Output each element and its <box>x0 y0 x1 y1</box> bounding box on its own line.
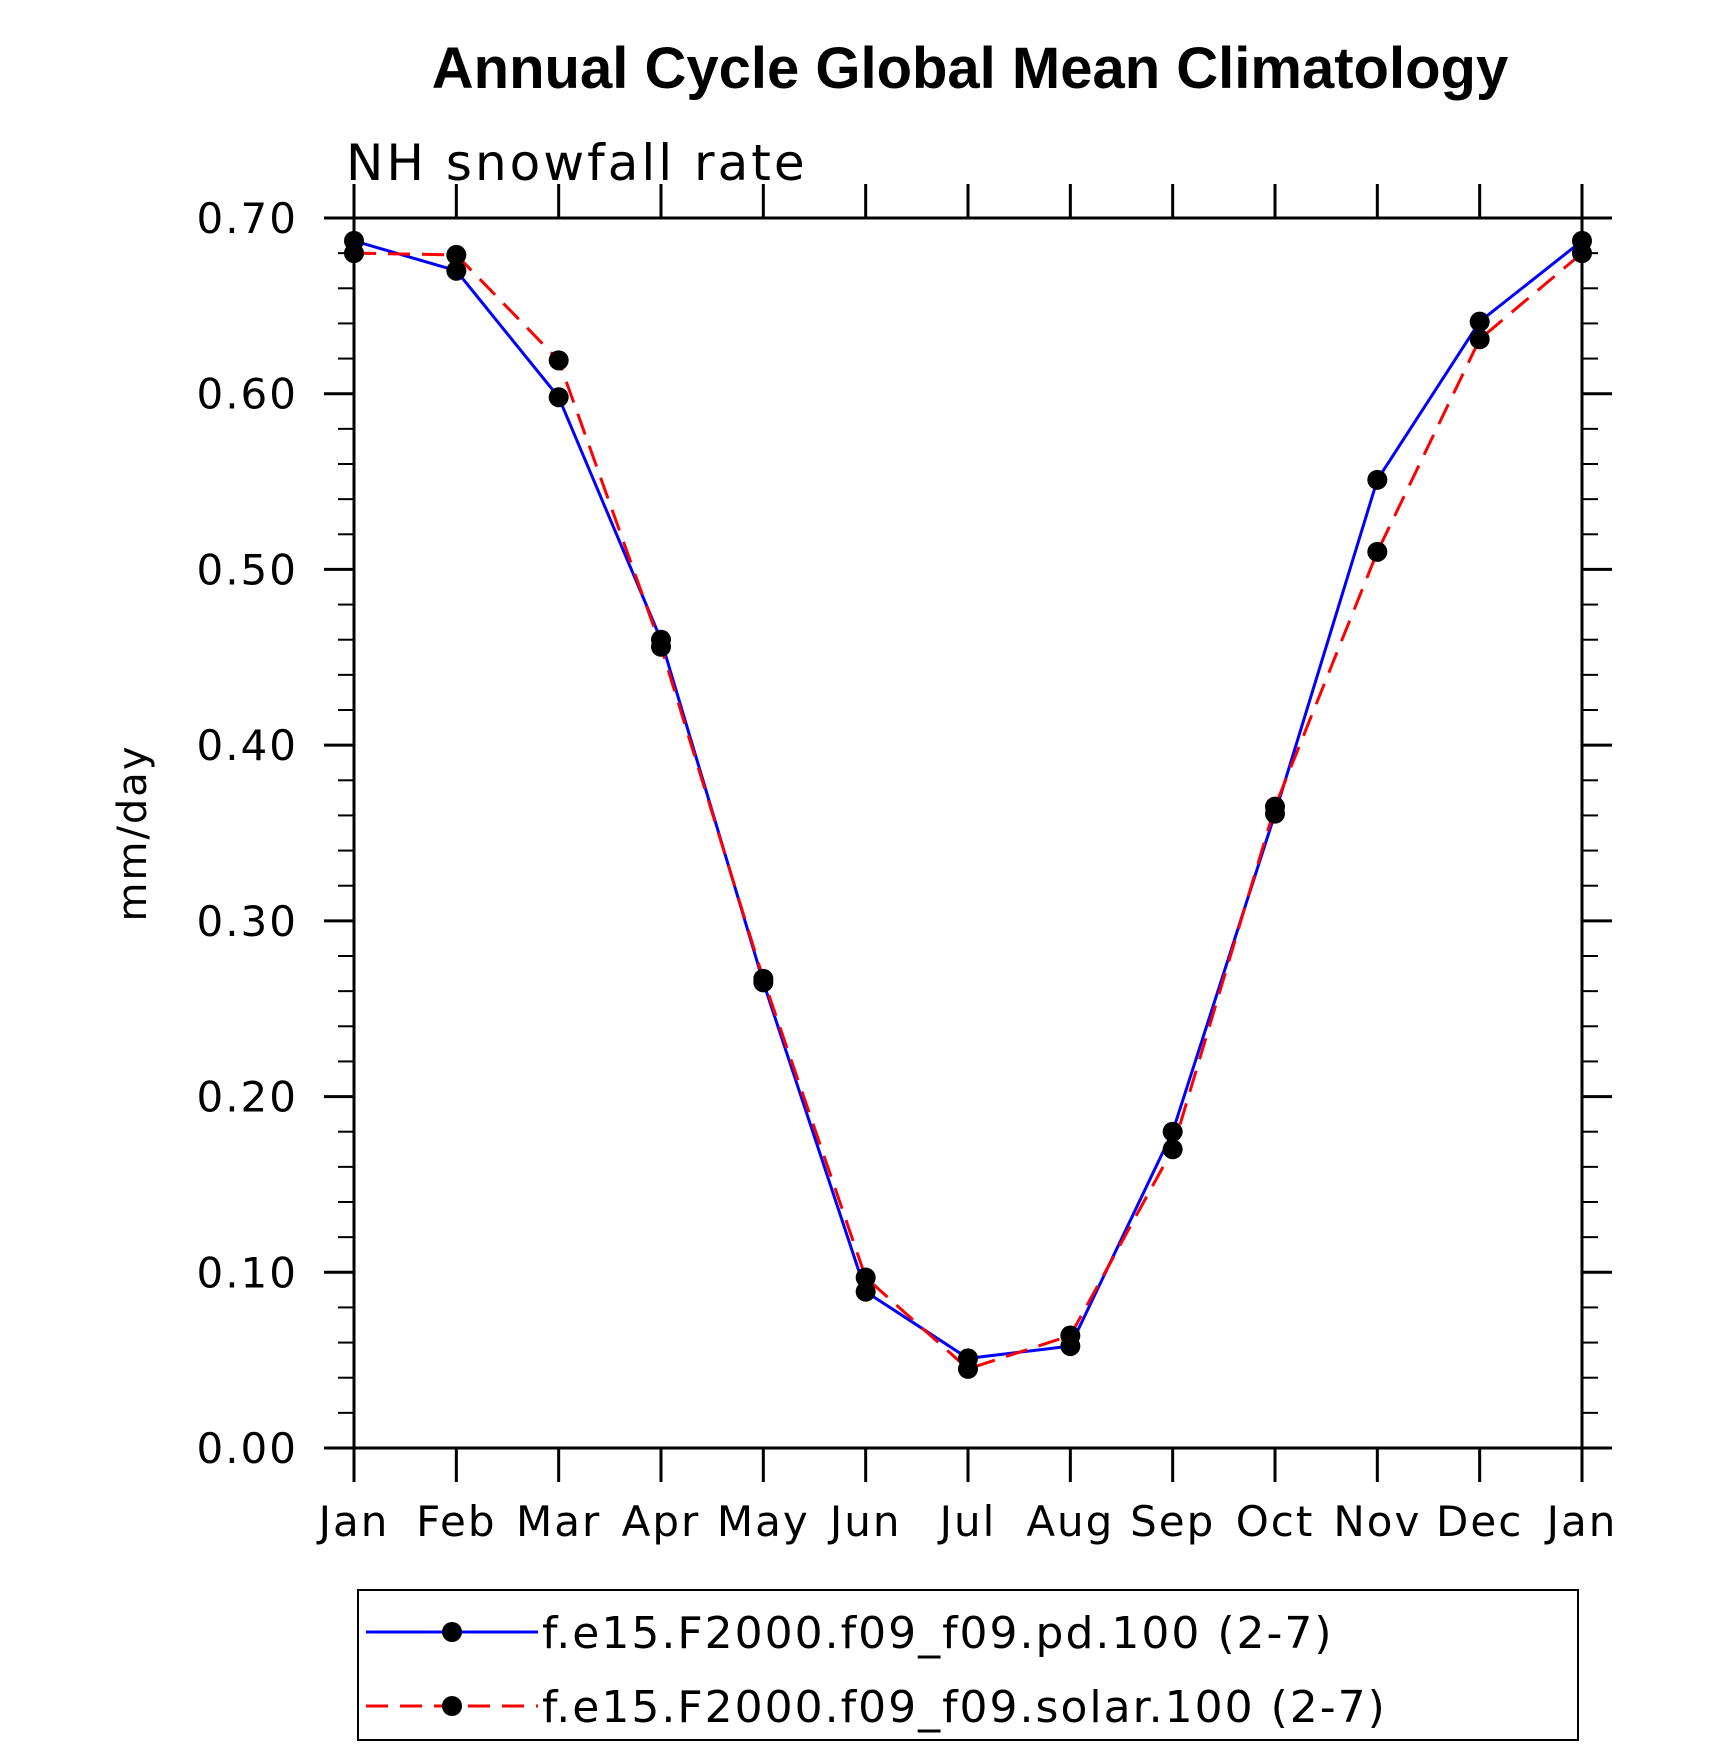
x-tick-label: Jun <box>827 1497 902 1546</box>
chart-subtitle: NH snowfall rate <box>346 134 808 192</box>
y-tick-label: 0.10 <box>196 1248 298 1297</box>
legend-label: f.e15.F2000.f09_f09.solar.100 (2-7) <box>542 1682 1387 1733</box>
y-tick-label: 0.50 <box>196 545 298 594</box>
y-tick-label: 0.70 <box>196 194 298 243</box>
series-layer <box>344 230 1592 1379</box>
data-point <box>548 350 569 371</box>
x-axis: Jan Feb Mar Apr May Jun Jul Aug Sep Oct Nov Dec Jan <box>316 184 1618 1546</box>
chart-title: Annual Cycle Global Mean Climatology <box>432 36 1508 101</box>
x-tick-label: Sep <box>1130 1497 1215 1546</box>
x-tick-label: Jan <box>1544 1497 1618 1546</box>
data-point <box>1162 1121 1183 1142</box>
data-point <box>1060 1325 1081 1346</box>
y-tick-label: 0.40 <box>196 721 298 770</box>
data-point <box>1162 1139 1183 1160</box>
x-tick-label: May <box>717 1497 810 1546</box>
x-tick-label: Aug <box>1026 1497 1114 1546</box>
legend-label: f.e15.F2000.f09_f09.pd.100 (2-7) <box>542 1608 1334 1659</box>
data-point <box>446 244 467 265</box>
y-axis-label: mm/day <box>110 745 156 922</box>
minor-ticks <box>338 252 1598 1414</box>
legend: f.e15.F2000.f09_f09.pd.100 (2-7) f.e15.F2… <box>357 1589 1579 1741</box>
y-tick-label: 0.30 <box>196 897 298 946</box>
y-tick-label: 0.20 <box>196 1073 298 1122</box>
data-point <box>446 260 467 281</box>
legend-box <box>357 1589 1579 1741</box>
x-tick-label: Nov <box>1333 1497 1421 1546</box>
x-tick-label: Feb <box>416 1497 496 1546</box>
x-tick-label: Dec <box>1436 1497 1523 1546</box>
x-tick-label: Jan <box>316 1497 390 1546</box>
plot-frame <box>352 216 1584 1450</box>
data-point <box>651 636 671 657</box>
data-point <box>1265 796 1285 817</box>
series-line <box>353 251 1583 1371</box>
data-point <box>855 1267 876 1288</box>
data-point <box>1469 329 1490 350</box>
data-point <box>344 243 364 264</box>
x-tick-label: Oct <box>1236 1497 1315 1546</box>
data-point <box>958 1358 978 1379</box>
data-point <box>1572 243 1592 264</box>
x-tick-label: Jul <box>937 1497 997 1546</box>
data-point <box>1469 311 1490 332</box>
y-tick-label: 0.00 <box>196 1424 298 1473</box>
x-tick-label: Mar <box>516 1497 601 1546</box>
data-point <box>1367 541 1388 562</box>
data-point <box>548 387 569 408</box>
y-axis: 0.00 0.10 0.20 0.30 0.40 0.50 0.60 0.70 <box>196 194 1612 1473</box>
legend-marker <box>442 1622 462 1642</box>
y-tick-label: 0.60 <box>196 370 298 419</box>
x-tick-label: Apr <box>622 1497 701 1546</box>
data-point <box>1367 469 1388 490</box>
data-point <box>855 1281 876 1302</box>
legend-marker <box>442 1696 462 1716</box>
series-line <box>353 239 1583 1360</box>
data-point <box>753 968 774 989</box>
